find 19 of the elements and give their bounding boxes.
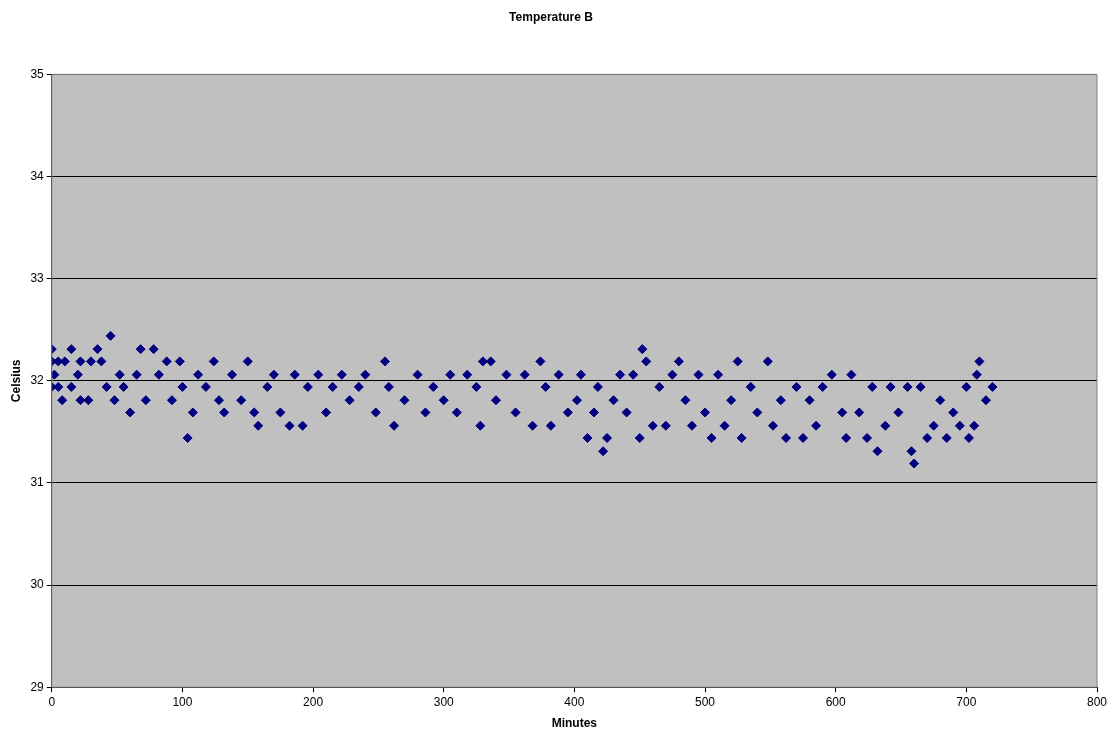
y-tick-label: 30 bbox=[30, 577, 45, 592]
y-tick-label: 31 bbox=[30, 475, 45, 490]
y-axis-title: Celsius bbox=[8, 359, 23, 403]
chart-title: Temperature B bbox=[509, 9, 594, 24]
x-tick-label: 800 bbox=[1086, 694, 1108, 709]
y-tick-label: 33 bbox=[30, 270, 45, 285]
x-tick-label: 700 bbox=[956, 694, 977, 709]
x-axis-title: Minutes bbox=[551, 716, 598, 731]
x-tick-label: 0 bbox=[48, 694, 56, 709]
y-tick-label: 35 bbox=[30, 66, 45, 81]
y-tick-label: 34 bbox=[30, 168, 45, 183]
x-tick-label: 500 bbox=[695, 694, 716, 709]
y-tick-label: 29 bbox=[30, 679, 45, 694]
y-tick-label: 32 bbox=[30, 373, 45, 388]
x-tick-label: 100 bbox=[172, 694, 193, 709]
x-tick-label: 300 bbox=[433, 694, 455, 709]
x-tick-label: 200 bbox=[303, 694, 324, 709]
x-tick-label: 600 bbox=[825, 694, 847, 709]
x-tick-label: 400 bbox=[564, 694, 585, 709]
